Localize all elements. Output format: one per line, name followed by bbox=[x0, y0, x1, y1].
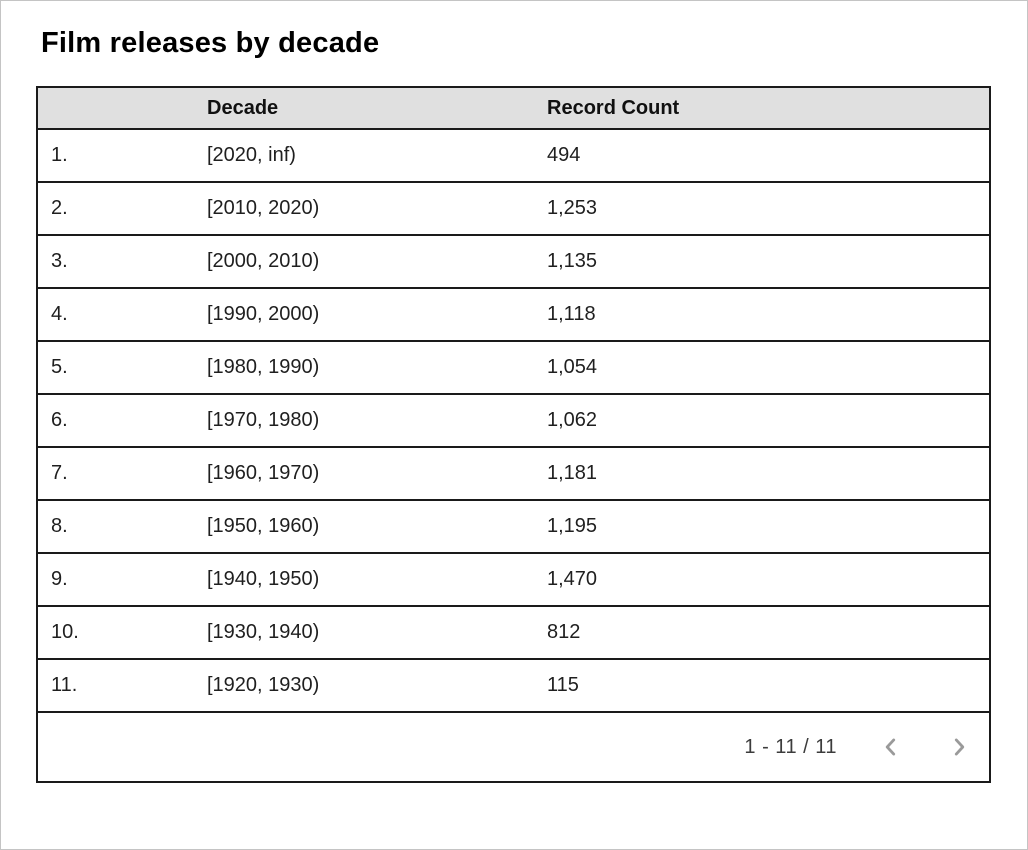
table-row: 4. [1990, 2000) 1,118 bbox=[37, 288, 990, 342]
table-row: 2. [2010, 2020) 1,253 bbox=[37, 182, 990, 236]
pagination: 1 - 11 / 11 bbox=[38, 733, 989, 761]
row-index: 2. bbox=[37, 182, 207, 236]
chevron-right-icon bbox=[946, 734, 972, 760]
row-count: 1,054 bbox=[547, 341, 990, 395]
row-decade: [2010, 2020) bbox=[207, 182, 547, 236]
row-count: 1,118 bbox=[547, 288, 990, 342]
table-header-row: Decade Record Count bbox=[37, 87, 990, 130]
row-index: 5. bbox=[37, 341, 207, 395]
row-count: 1,253 bbox=[547, 182, 990, 236]
row-decade: [1940, 1950) bbox=[207, 553, 547, 607]
row-count: 1,062 bbox=[547, 394, 990, 448]
row-index: 7. bbox=[37, 447, 207, 501]
row-decade: [2000, 2010) bbox=[207, 235, 547, 289]
row-decade: [1920, 1930) bbox=[207, 659, 547, 713]
row-count: 1,181 bbox=[547, 447, 990, 501]
row-count: 1,195 bbox=[547, 500, 990, 554]
film-releases-table: Decade Record Count 1. [2020, inf) 494 2… bbox=[36, 86, 991, 783]
page-range-label: 1 - 11 / 11 bbox=[744, 735, 837, 758]
row-index: 10. bbox=[37, 606, 207, 660]
next-page-button[interactable] bbox=[945, 733, 973, 761]
row-index: 4. bbox=[37, 288, 207, 342]
row-decade: [1950, 1960) bbox=[207, 500, 547, 554]
row-count: 115 bbox=[547, 659, 990, 713]
pagination-row: 1 - 11 / 11 bbox=[37, 712, 990, 782]
table-row: 6. [1970, 1980) 1,062 bbox=[37, 394, 990, 448]
table-header: Decade Record Count bbox=[37, 87, 990, 130]
row-decade: [1970, 1980) bbox=[207, 394, 547, 448]
table-row: 10. [1930, 1940) 812 bbox=[37, 606, 990, 660]
table-row: 3. [2000, 2010) 1,135 bbox=[37, 235, 990, 289]
row-decade: [1930, 1940) bbox=[207, 606, 547, 660]
row-decade: [2020, inf) bbox=[207, 129, 547, 183]
column-header-decade[interactable]: Decade bbox=[207, 87, 547, 130]
row-index: 8. bbox=[37, 500, 207, 554]
row-count: 812 bbox=[547, 606, 990, 660]
table-row: 8. [1950, 1960) 1,195 bbox=[37, 500, 990, 554]
row-decade: [1990, 2000) bbox=[207, 288, 547, 342]
column-header-index bbox=[37, 87, 207, 130]
table-row: 11. [1920, 1930) 115 bbox=[37, 659, 990, 713]
page-title: Film releases by decade bbox=[41, 27, 380, 59]
row-count: 1,135 bbox=[547, 235, 990, 289]
row-index: 9. bbox=[37, 553, 207, 607]
row-count: 494 bbox=[547, 129, 990, 183]
row-index: 11. bbox=[37, 659, 207, 713]
table-row: 9. [1940, 1950) 1,470 bbox=[37, 553, 990, 607]
chevron-left-icon bbox=[878, 734, 904, 760]
column-header-record-count[interactable]: Record Count bbox=[547, 87, 990, 130]
table-footer: 1 - 11 / 11 bbox=[37, 712, 990, 782]
prev-page-button[interactable] bbox=[877, 733, 905, 761]
row-decade: [1980, 1990) bbox=[207, 341, 547, 395]
row-count: 1,470 bbox=[547, 553, 990, 607]
table-row: 7. [1960, 1970) 1,181 bbox=[37, 447, 990, 501]
row-index: 6. bbox=[37, 394, 207, 448]
row-decade: [1960, 1970) bbox=[207, 447, 547, 501]
row-index: 3. bbox=[37, 235, 207, 289]
table-row: 1. [2020, inf) 494 bbox=[37, 129, 990, 183]
row-index: 1. bbox=[37, 129, 207, 183]
table-row: 5. [1980, 1990) 1,054 bbox=[37, 341, 990, 395]
table-body: 1. [2020, inf) 494 2. [2010, 2020) 1,253… bbox=[37, 129, 990, 713]
